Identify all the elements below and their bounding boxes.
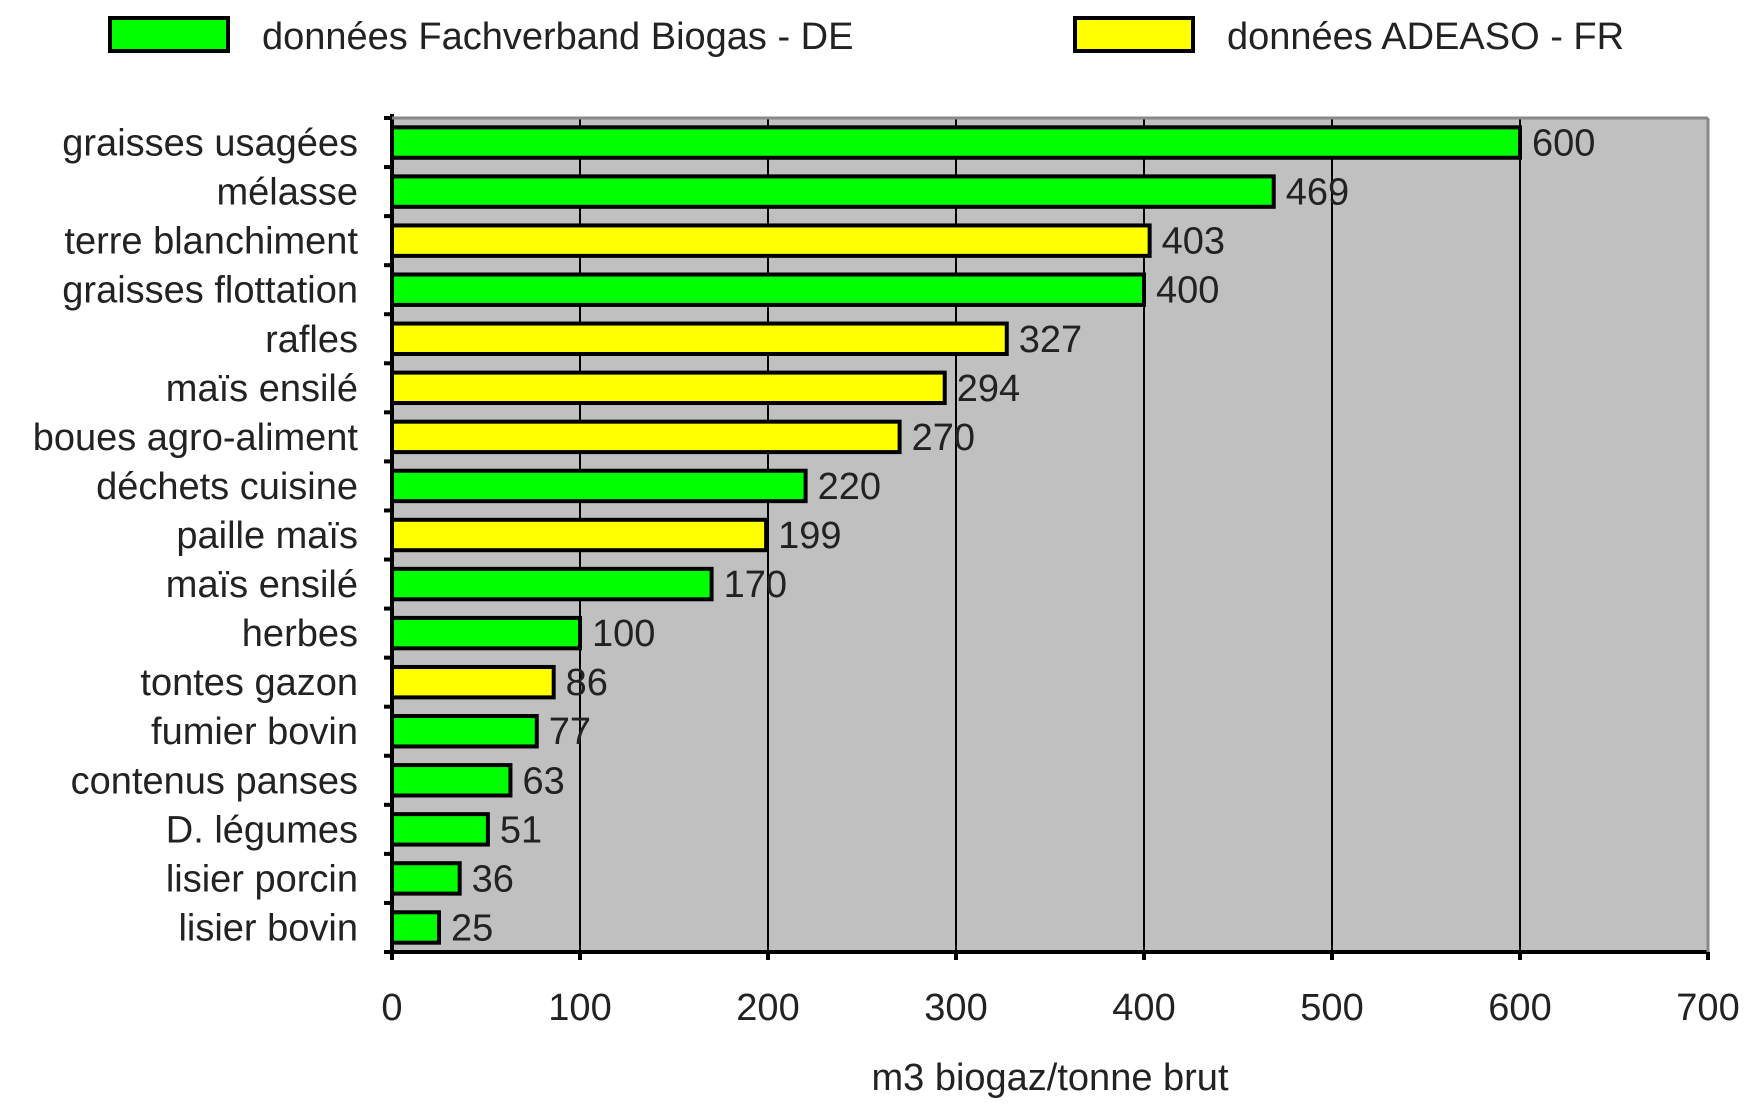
- data-label-10: 100: [592, 613, 655, 655]
- bar-0: [390, 125, 1522, 160]
- data-label-1: 469: [1286, 172, 1349, 214]
- data-label-14: 51: [500, 809, 542, 851]
- category-label-3: graisses flottation: [62, 270, 358, 312]
- category-label-4: rafles: [265, 319, 358, 361]
- bar-13: [390, 763, 513, 798]
- bar-5: [390, 370, 947, 406]
- data-label-5: 294: [957, 368, 1020, 410]
- bar-16: [390, 910, 441, 945]
- data-label-8: 199: [778, 515, 841, 557]
- category-label-13: contenus panses: [71, 760, 358, 802]
- category-label-14: D. légumes: [166, 809, 358, 851]
- bar-12: [390, 714, 539, 749]
- category-label-1: mélasse: [217, 172, 359, 214]
- data-label-16: 25: [451, 907, 493, 949]
- data-label-0: 600: [1532, 123, 1595, 165]
- data-label-4: 327: [1019, 319, 1082, 361]
- data-label-2: 403: [1162, 221, 1225, 263]
- x-tick-label-100: 100: [548, 987, 611, 1029]
- bar-14: [390, 812, 490, 847]
- bar-15: [390, 861, 462, 896]
- legend-label-0: données Fachverband Biogas - DE: [262, 16, 853, 58]
- x-tick-label-700: 700: [1676, 987, 1739, 1029]
- x-tick-label-500: 500: [1300, 987, 1363, 1029]
- legend-swatch-1: [1073, 16, 1195, 53]
- category-label-0: graisses usagées: [62, 123, 358, 165]
- legend: données Fachverband Biogas - DE données A…: [108, 16, 1624, 58]
- data-label-13: 63: [522, 760, 564, 802]
- x-axis-title: m3 biogaz/tonne brut: [871, 1057, 1228, 1099]
- data-label-6: 270: [912, 417, 975, 459]
- data-label-7: 220: [818, 466, 881, 508]
- data-label-11: 86: [566, 662, 608, 704]
- category-label-7: déchets cuisine: [96, 466, 358, 508]
- bars: 600 469 403 400 327 294 270 220 199 170 100 86 77 63 5…: [390, 123, 1595, 949]
- data-label-3: 400: [1156, 270, 1219, 312]
- data-label-9: 170: [724, 564, 787, 606]
- category-label-15: lisier porcin: [166, 858, 358, 900]
- x-tick-label-400: 400: [1112, 987, 1175, 1029]
- category-label-11: tontes gazon: [140, 662, 358, 704]
- legend-label-1: données ADEASO - FR: [1227, 16, 1624, 58]
- category-label-9: maïs ensilé: [166, 564, 358, 606]
- category-label-5: maïs ensilé: [166, 368, 358, 410]
- x-tick-label-0: 0: [381, 987, 402, 1029]
- x-tick-label-600: 600: [1488, 987, 1551, 1029]
- data-label-12: 77: [549, 711, 591, 753]
- bar-10: [390, 615, 582, 651]
- category-label-16: lisier bovin: [178, 907, 358, 949]
- bar-8: [390, 517, 769, 553]
- x-tick-labels: 0 100 200 300 400 500 600 700: [381, 987, 1739, 1029]
- category-labels: graisses usagées mélasse terre blanchiment…: [33, 123, 359, 950]
- x-tick-label-200: 200: [736, 987, 799, 1029]
- category-label-8: paille maïs: [176, 515, 358, 557]
- legend-swatch-0: [108, 16, 230, 53]
- category-label-6: boues agro-aliment: [33, 417, 359, 459]
- bar-11: [390, 664, 556, 700]
- bar-9: [390, 566, 714, 602]
- x-tick-label-300: 300: [924, 987, 987, 1029]
- bar-4: [390, 321, 1009, 356]
- data-label-15: 36: [472, 858, 514, 900]
- axes: [384, 114, 1710, 960]
- bar-3: [390, 272, 1146, 307]
- category-label-10: herbes: [242, 613, 358, 655]
- bar-7: [390, 468, 808, 504]
- bar-1: [390, 174, 1276, 209]
- bar-6: [390, 419, 902, 455]
- bar-2: [390, 223, 1152, 258]
- category-label-2: terre blanchiment: [64, 221, 358, 263]
- category-label-12: fumier bovin: [151, 711, 358, 753]
